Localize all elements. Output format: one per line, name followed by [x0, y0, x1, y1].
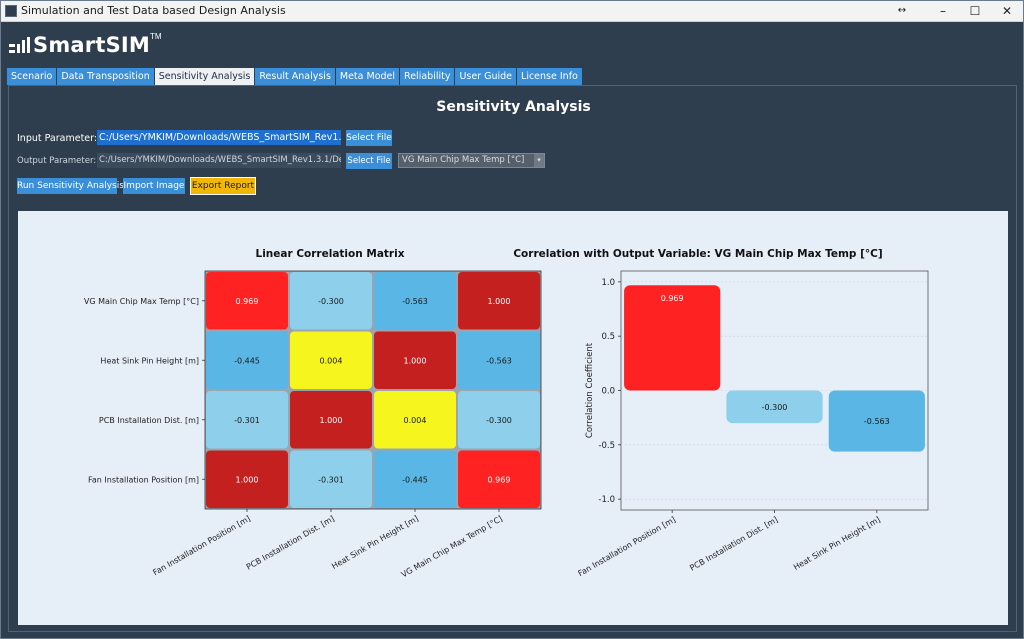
- bar: [828, 390, 925, 452]
- bar-y-tick-label: 0.0: [601, 387, 615, 397]
- output-variable-dropdown[interactable]: VG Main Chip Max Temp [°C] ▾: [398, 153, 545, 168]
- title-bar: Simulation and Test Data based Design An…: [1, 1, 1023, 22]
- heatmap-row-label: Fan Installation Position [m]: [88, 475, 199, 484]
- heatmap-cell-label: 1.000: [236, 475, 259, 484]
- tab-bar: Scenario Data Transposition Sensitivity …: [7, 68, 583, 85]
- heatmap-cell: [458, 450, 540, 508]
- tab-user-guide[interactable]: User Guide: [455, 68, 518, 85]
- export-report-button[interactable]: Export Report: [190, 177, 256, 195]
- logo-trademark: TM: [150, 31, 162, 41]
- bar-value-label: -0.300: [762, 403, 788, 412]
- bar-y-tick-label: 1.0: [601, 278, 615, 288]
- page-title: Sensitivity Analysis: [436, 99, 591, 115]
- heatmap-cell: [374, 391, 456, 449]
- tab-meta-model[interactable]: Meta Model: [335, 68, 401, 85]
- heatmap-cell-label: 0.004: [404, 416, 427, 425]
- heatmap-cell-label: -0.563: [402, 297, 428, 306]
- tab-sensitivity-analysis[interactable]: Sensitivity Analysis: [154, 68, 256, 85]
- logo-text: SmartSIM: [33, 33, 151, 57]
- heatmap-cell: [290, 391, 372, 449]
- heatmap-cell-label: 0.004: [320, 356, 343, 365]
- input-select-file-button[interactable]: Select File: [346, 130, 392, 146]
- heatmap-cell: [290, 331, 372, 389]
- heatmap-col-label: Heat Sink Pin Height [m]: [330, 514, 420, 571]
- heatmap-cell: [374, 450, 456, 508]
- heatmap-cell-label: -0.445: [234, 356, 260, 365]
- chart-area: Linear Correlation Matrix 0.969 -0.300 -0.…: [18, 211, 1008, 625]
- heatmap-cell: [290, 272, 372, 330]
- output-parameter-label: Output Parameter:: [17, 156, 97, 166]
- bar-value-label: -0.563: [864, 417, 890, 426]
- chevron-down-icon: ▾: [534, 154, 544, 167]
- import-image-button[interactable]: Import Image: [123, 178, 185, 194]
- heatmap-row-label: VG Main Chip Max Temp [°C]: [84, 297, 199, 306]
- heatmap-cell-label: 1.000: [320, 416, 343, 425]
- heatmap-row-label: Heat Sink Pin Height [m]: [100, 356, 199, 365]
- tab-data-transposition[interactable]: Data Transposition: [57, 68, 155, 85]
- heatmap-col-label: Fan Installation Position [m]: [151, 514, 252, 577]
- bar: [624, 285, 721, 391]
- heatmap-cell-label: 1.000: [404, 356, 427, 365]
- tab-scenario[interactable]: Scenario: [7, 68, 58, 85]
- maximize-button[interactable]: ☐: [969, 4, 981, 18]
- app-header: SmartSIM TM: [1, 23, 1023, 67]
- heatmap-cell: [374, 331, 456, 389]
- input-parameter-label: Input Parameter:: [17, 133, 98, 144]
- heatmap-cell: [458, 272, 540, 330]
- heatmap-cell: [206, 272, 288, 330]
- bar-y-tick-label: -1.0: [598, 495, 615, 505]
- heatmap-cell-label: -0.445: [402, 475, 428, 484]
- heatmap-cell: [374, 272, 456, 330]
- output-path-field[interactable]: C:/Users/YMKIM/Downloads/WEBS_SmartSIM_R…: [97, 153, 341, 168]
- minimize-button[interactable]: –: [940, 4, 946, 18]
- heatmap: 0.969 -0.300 -0.563 1.000 -0.445 0.004 1.000 -0…: [84, 270, 542, 579]
- bar-chart-title: Correlation with Output Variable: VG Mai…: [513, 248, 882, 260]
- tab-reliability[interactable]: Reliability: [400, 68, 456, 85]
- restore-icon[interactable]: ↔: [897, 5, 907, 16]
- heatmap-row-label: PCB Installation Dist. [m]: [99, 416, 199, 425]
- heatmap-col-label: PCB Installation Dist. [m]: [245, 514, 336, 572]
- app-icon: [5, 5, 17, 17]
- close-button[interactable]: ✕: [1001, 4, 1013, 18]
- heatmap-cell: [290, 450, 372, 508]
- bar-x-tick-label: PCB Installation Dist. [m]: [688, 515, 779, 573]
- input-path-field[interactable]: C:/Users/YMKIM/Downloads/WEBS_SmartSIM_R…: [97, 130, 341, 145]
- heatmap-cell: [458, 331, 540, 389]
- bar-chart: 1.0 0.5 0.0 -0.5 -1.0 Correlation Coefficient…: [577, 270, 929, 578]
- tab-license-info[interactable]: License Info: [517, 68, 583, 85]
- window-title: Simulation and Test Data based Design An…: [21, 4, 286, 17]
- output-variable-value: VG Main Chip Max Temp [°C]: [402, 155, 525, 165]
- bar-y-axis-label: Correlation Coefficient: [585, 342, 595, 438]
- charts-svg: Linear Correlation Matrix 0.969 -0.300 -0.…: [84, 248, 929, 579]
- heatmap-cell-label: -0.301: [234, 416, 260, 425]
- heatmap-frame: [204, 270, 542, 510]
- heatmap-cell-label: -0.301: [318, 475, 344, 484]
- tab-result-analysis[interactable]: Result Analysis: [255, 68, 336, 85]
- heatmap-cell: [206, 331, 288, 389]
- heatmap-title: Linear Correlation Matrix: [256, 248, 405, 260]
- heatmap-cell-label: -0.300: [318, 297, 344, 306]
- output-select-file-button[interactable]: Select File: [346, 153, 392, 169]
- smartsim-logo: SmartSIM TM: [9, 32, 162, 58]
- heatmap-cell-label: 0.969: [236, 297, 259, 306]
- heatmap-cell: [206, 450, 288, 508]
- run-sensitivity-analysis-button[interactable]: Run Sensitivity Analysis: [17, 178, 124, 194]
- bar-y-tick-label: -0.5: [598, 441, 615, 451]
- bar-value-label: 0.969: [661, 294, 684, 303]
- bar-x-tick-label: Fan Installation Position [m]: [577, 515, 678, 578]
- bar-x-tick-label: Heat Sink Pin Height [m]: [792, 515, 882, 572]
- heatmap-cell-label: -0.300: [486, 416, 512, 425]
- heatmap-cell-label: -0.563: [486, 356, 512, 365]
- bar-y-tick-label: 0.5: [601, 332, 615, 342]
- heatmap-cell-label: 0.969: [488, 475, 511, 484]
- heatmap-cell-label: 1.000: [488, 297, 511, 306]
- sensitivity-panel: Sensitivity Analysis Input Parameter: C:…: [8, 85, 1017, 632]
- logo-bars-icon: [9, 37, 31, 53]
- heatmap-cell: [206, 391, 288, 449]
- bar: [726, 390, 823, 424]
- heatmap-cell: [458, 391, 540, 449]
